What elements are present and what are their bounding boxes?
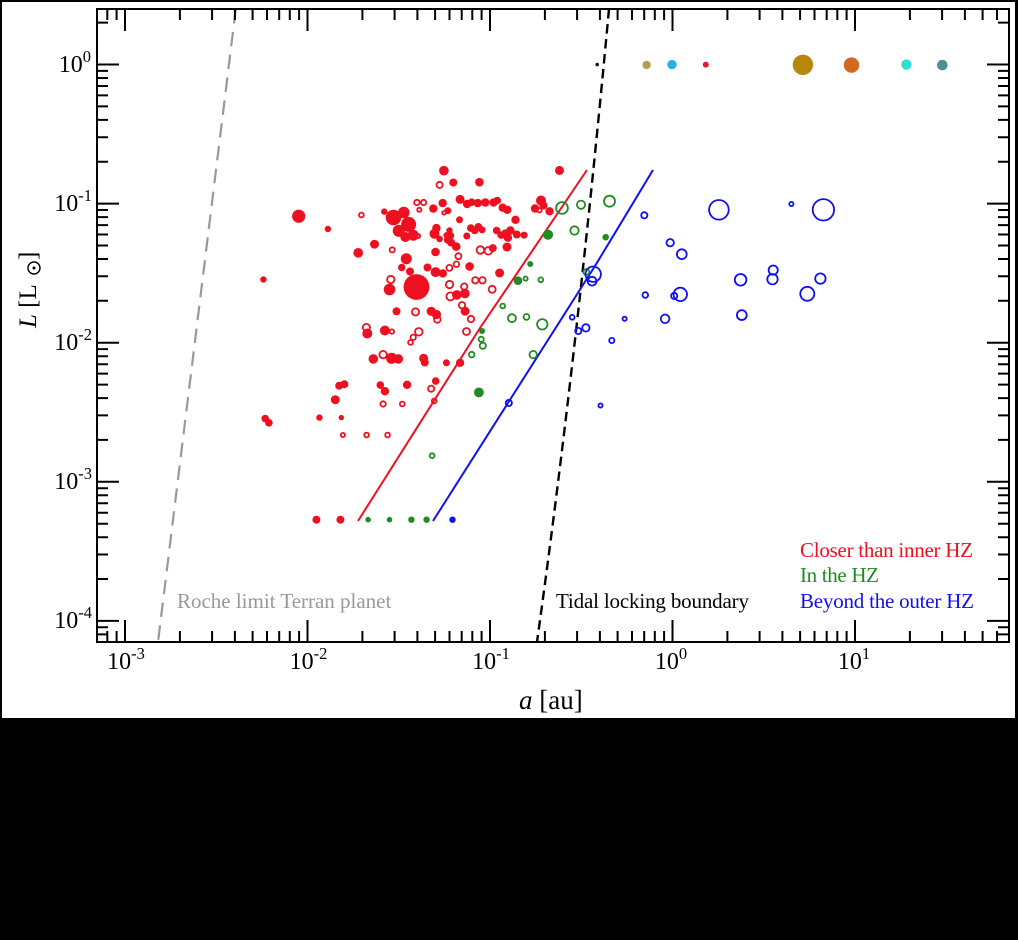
- svg-text:a [au]: a [au]: [519, 685, 583, 715]
- svg-text:10-2: 10-2: [290, 644, 328, 675]
- svg-text:L [L: L [L: [15, 284, 42, 329]
- svg-text:Roche limit Terran planet: Roche limit Terran planet: [177, 589, 391, 613]
- svg-text:Closer than inner HZ: Closer than inner HZ: [800, 538, 973, 562]
- svg-text:Beyond the outer HZ: Beyond the outer HZ: [800, 589, 974, 613]
- svg-text:Tidal locking boundary: Tidal locking boundary: [556, 589, 750, 613]
- svg-text:]: ]: [15, 252, 42, 260]
- svg-text:In the HZ: In the HZ: [800, 563, 879, 587]
- svg-text:10-1: 10-1: [54, 186, 92, 217]
